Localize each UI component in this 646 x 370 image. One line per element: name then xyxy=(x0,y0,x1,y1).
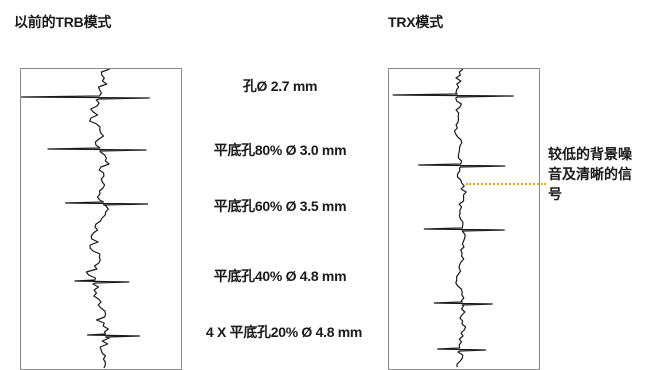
flaw-label-fbh-20: 4 X 平底孔20% Ø 4.8 mm xyxy=(205,324,363,340)
annotation-text: 较低的背景噪音及清晰的信号 xyxy=(548,146,632,202)
trb-signal-panel xyxy=(20,68,182,370)
flaw-label-fbh-60: 平底孔60% Ø 3.5 mm xyxy=(213,198,347,214)
trb-signal-trace xyxy=(21,69,150,369)
trx-mode-title: TRX模式 xyxy=(388,14,443,30)
flaw-label-fbh-80: 平底孔80% Ø 3.0 mm xyxy=(213,142,347,158)
flaw-label-hole-2-7: 孔Ø 2.7 mm xyxy=(242,78,318,94)
annotation-leader-line xyxy=(466,183,546,185)
trx-signal-trace xyxy=(392,69,514,368)
trb-mode-title: 以前的TRB模式 xyxy=(14,14,112,30)
trx-signal-panel xyxy=(388,68,540,370)
flaw-label-fbh-40: 平底孔40% Ø 4.8 mm xyxy=(213,268,347,284)
